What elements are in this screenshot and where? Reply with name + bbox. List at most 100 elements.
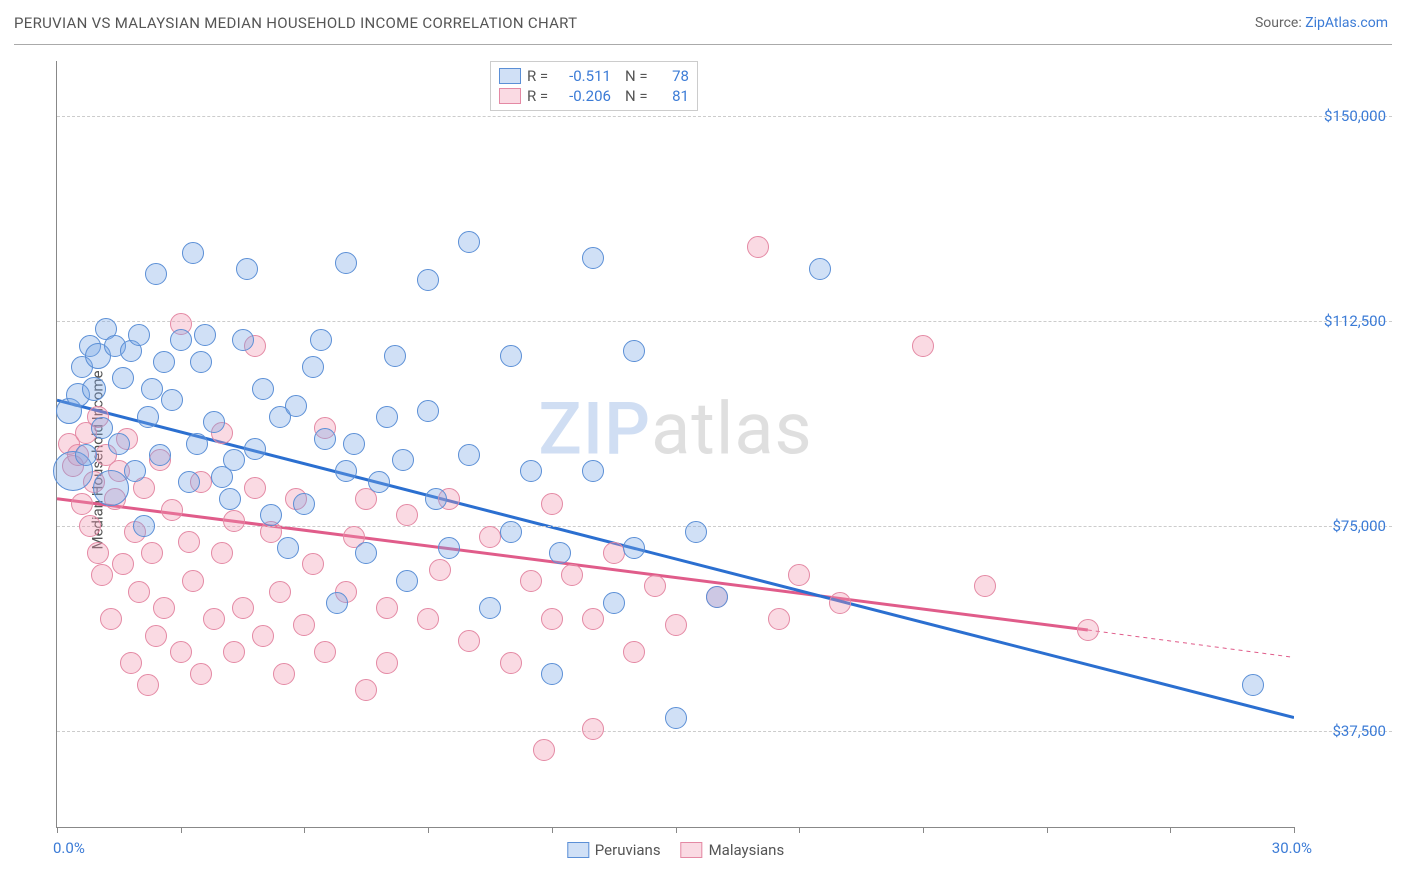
x-tick [304,827,305,833]
chart-container: Median Household Income ZIPatlas R =-0.5… [14,44,1392,874]
data-point [438,537,460,559]
data-point [314,641,336,663]
data-point [190,663,212,685]
data-point [417,269,439,291]
data-point [706,586,728,608]
data-point [182,242,204,264]
data-point [219,488,241,510]
plot-area: ZIPatlas R =-0.511N =78R =-0.206N =81 Pe… [56,61,1294,828]
data-point [500,521,522,543]
data-point [644,575,666,597]
data-point [335,252,357,274]
data-point [520,570,542,592]
source-link[interactable]: ZipAtlas.com [1305,15,1388,31]
gridline [57,321,1392,322]
data-point [974,575,996,597]
data-point [82,377,106,401]
data-point [376,652,398,674]
data-point [137,674,159,696]
gridline [57,526,1392,527]
data-point [788,564,810,586]
data-point [747,236,769,258]
data-point [223,510,245,532]
x-tick [428,827,429,833]
x-tick [552,827,553,833]
data-point [541,608,563,630]
x-tick [1047,827,1048,833]
data-point [211,542,233,564]
data-point [500,652,522,674]
data-point [425,488,447,510]
data-point [252,625,274,647]
x-tick [799,827,800,833]
data-point [396,504,418,526]
data-point [396,570,418,592]
chart-title: PERUVIAN VS MALAYSIAN MEDIAN HOUSEHOLD I… [14,14,577,32]
data-point [310,329,332,351]
x-tick [1294,827,1295,833]
data-point [141,542,163,564]
x-start-label: 0.0% [53,839,85,857]
x-end-label: 30.0% [1272,839,1312,857]
data-point [355,679,377,701]
data-point [186,433,208,455]
x-tick [57,827,58,833]
data-point [368,471,390,493]
data-point [223,449,245,471]
data-point [108,433,130,455]
data-point [194,324,216,346]
stats-row: R =-0.206N =81 [499,86,689,106]
data-point [153,597,175,619]
data-point [541,493,563,515]
data-point [232,329,254,351]
data-point [623,537,645,559]
x-tick [1170,827,1171,833]
x-tick [676,827,677,833]
data-point [541,663,563,685]
data-point [178,531,200,553]
data-point [232,597,254,619]
data-point [912,335,934,357]
data-point [79,515,101,537]
data-point [120,652,142,674]
data-point [269,581,291,603]
x-tick [181,827,182,833]
data-point [326,592,348,614]
data-point [665,614,687,636]
legend-item: Malaysians [681,841,785,859]
data-point [100,608,122,630]
data-point [75,444,97,466]
data-point [1242,674,1264,696]
data-point [392,449,414,471]
data-point [1077,619,1099,641]
gridline [57,116,1392,117]
data-point [273,663,295,685]
y-tick-label: $112,500 [1324,312,1386,330]
data-point [582,608,604,630]
data-point [203,411,225,433]
data-point [302,553,324,575]
series-legend: Peruvians Malaysians [567,841,784,859]
x-tick [923,827,924,833]
data-point [343,433,365,455]
data-point [417,608,439,630]
legend-item: Peruvians [567,841,661,859]
data-point [829,592,851,614]
data-point [133,515,155,537]
data-point [145,625,167,647]
y-tick-label: $75,000 [1332,517,1386,535]
data-point [603,592,625,614]
data-point [161,389,183,411]
data-point [479,526,501,548]
data-point [145,263,167,285]
data-point [244,438,266,460]
data-point [137,406,159,428]
data-point [190,351,212,373]
data-point [479,597,501,619]
data-point [161,499,183,521]
data-point [178,471,200,493]
data-point [768,608,790,630]
data-point [500,345,522,367]
data-point [376,406,398,428]
data-point [355,542,377,564]
